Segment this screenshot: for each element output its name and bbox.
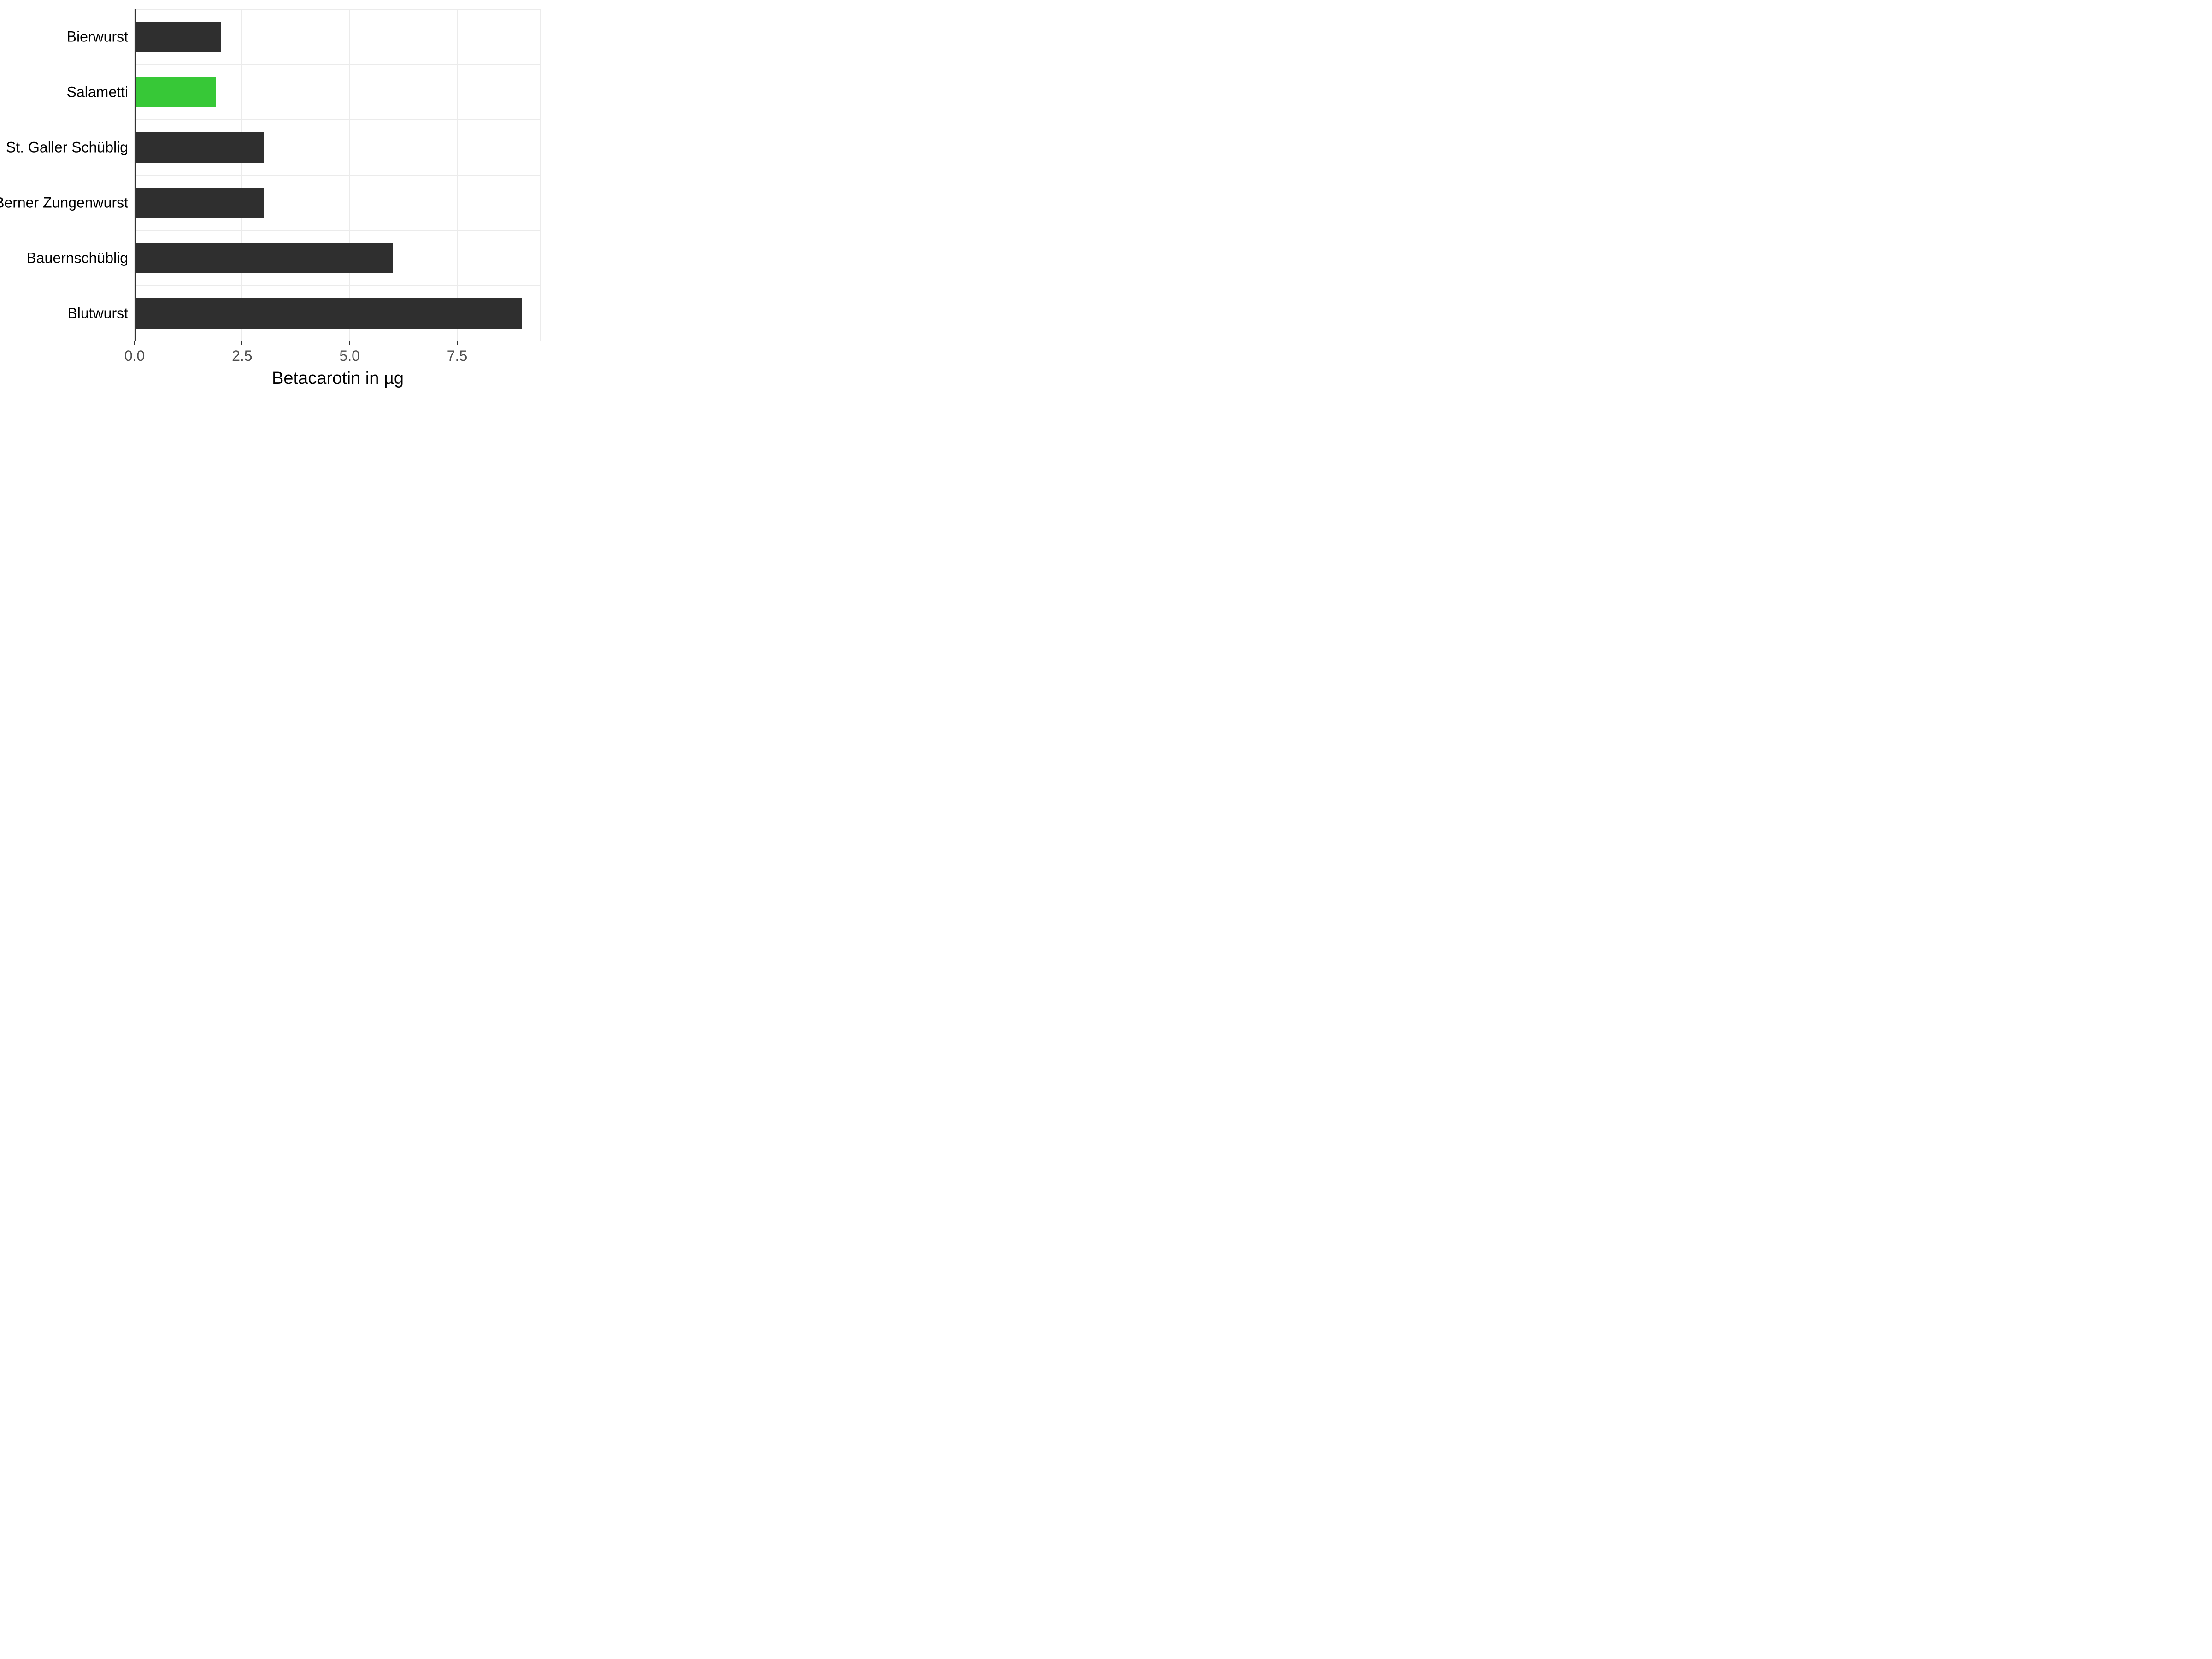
- betacarotin-bar-chart: Betacarotin in µg 0.0 2.5 5.0 7.5 Bierwurst S…: [0, 0, 553, 415]
- bar: [135, 298, 522, 329]
- bar: [135, 77, 216, 107]
- x-tick-mark: [241, 341, 242, 345]
- y-axis-line: [135, 9, 136, 341]
- bar: [135, 188, 264, 218]
- bar: [135, 22, 221, 52]
- y-grid-line: [135, 119, 541, 120]
- x-tick-label: 0.0: [124, 347, 145, 365]
- y-tick-label: Bauernschüblig: [26, 250, 128, 267]
- x-tick-label: 7.5: [447, 347, 467, 365]
- bar: [135, 132, 264, 163]
- y-tick-label: St. Galler Schüblig: [6, 139, 128, 156]
- x-tick-mark: [134, 341, 135, 345]
- y-grid-line: [135, 175, 541, 176]
- y-tick-label: Berner Zungenwurst: [0, 194, 128, 212]
- y-tick-label: Bierwurst: [67, 29, 128, 46]
- bar: [135, 243, 393, 273]
- y-grid-line: [135, 285, 541, 286]
- y-tick-label: Blutwurst: [67, 305, 128, 322]
- x-axis-title: Betacarotin in µg: [272, 369, 404, 388]
- y-grid-line: [135, 9, 541, 10]
- y-grid-line: [135, 230, 541, 231]
- plot-area: [135, 9, 541, 341]
- y-tick-label: Salametti: [67, 84, 128, 101]
- y-grid-line: [135, 64, 541, 65]
- x-tick-mark: [349, 341, 350, 345]
- x-tick-label: 5.0: [339, 347, 359, 365]
- x-tick-label: 2.5: [232, 347, 252, 365]
- x-tick-mark: [457, 341, 458, 345]
